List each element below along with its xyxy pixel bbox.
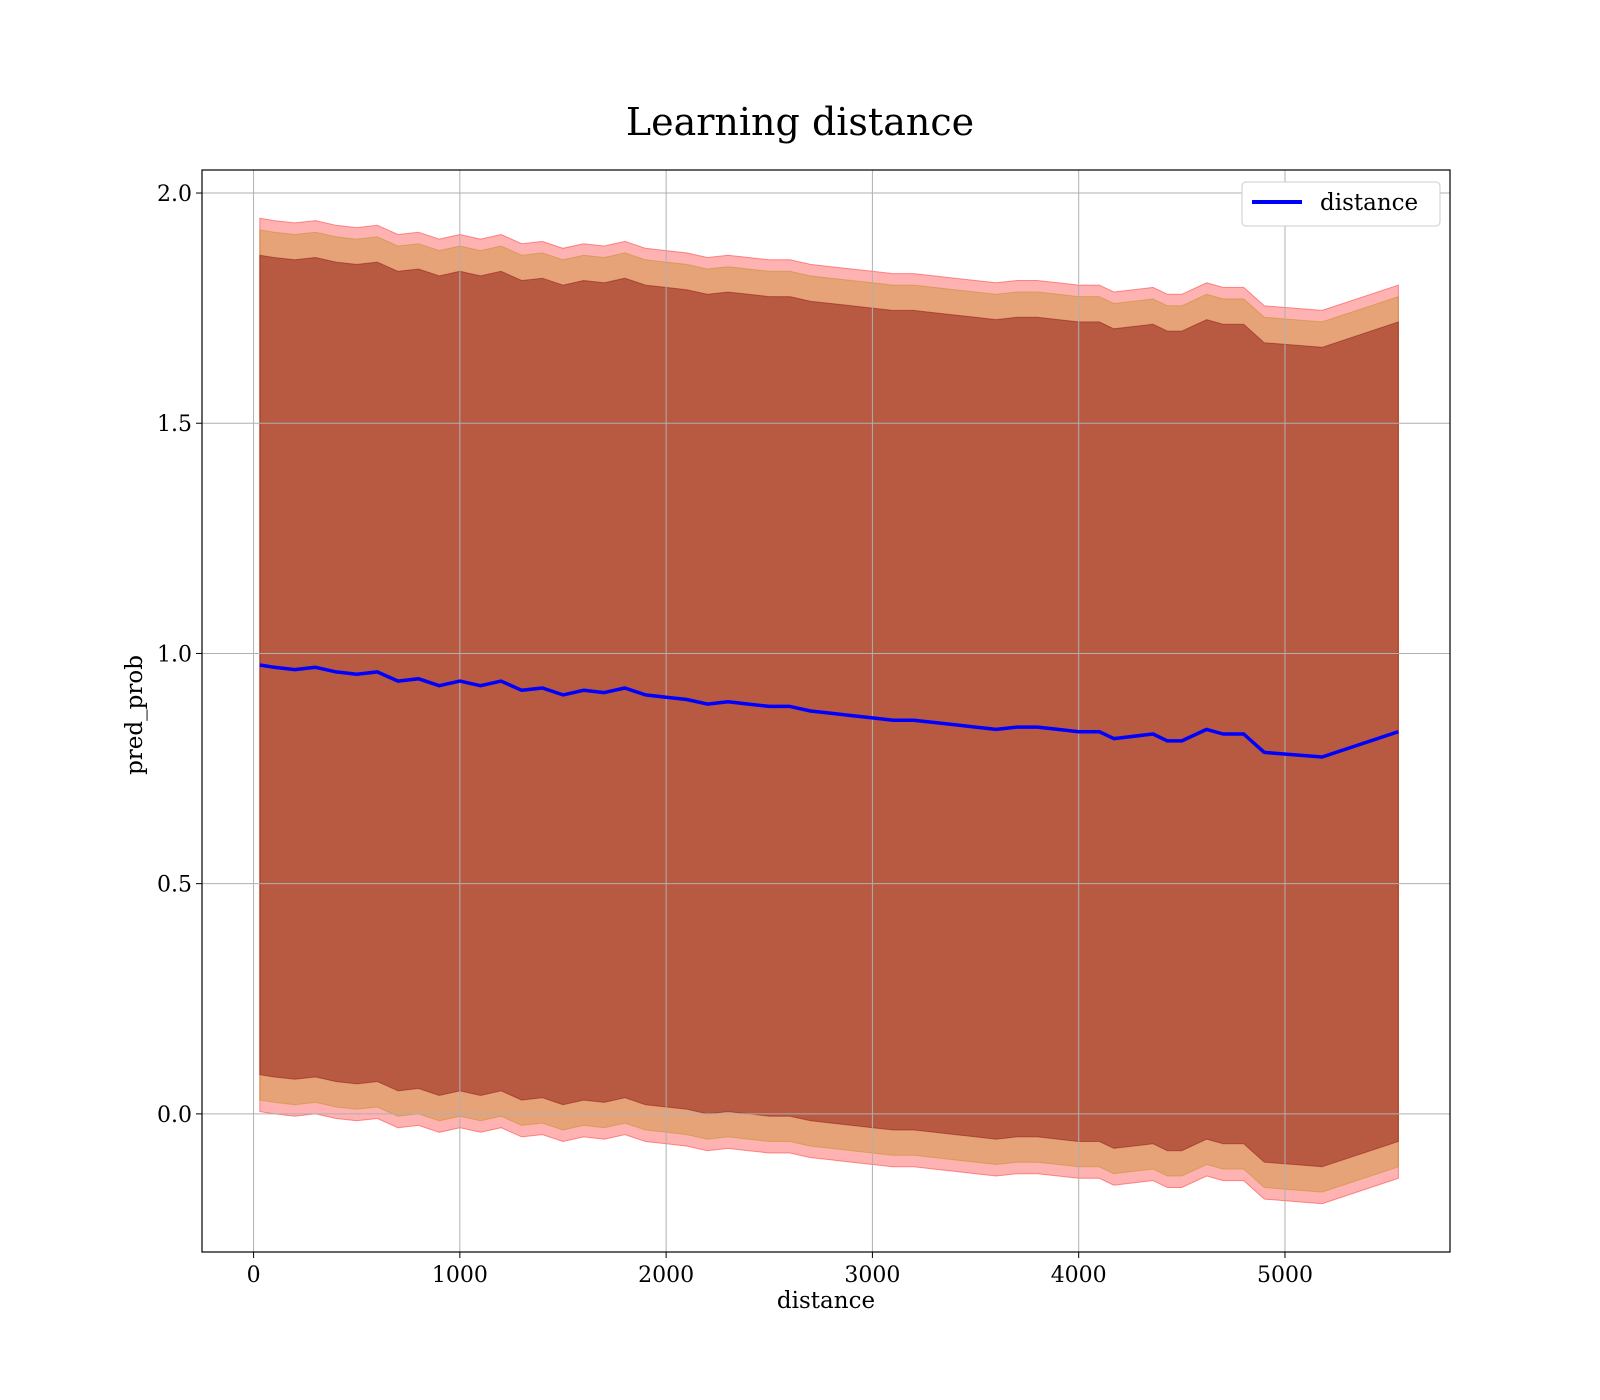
band-middle [259,229,1399,1193]
x-ticks: 0 1000 2000 3000 4000 5000 [247,1252,1313,1288]
legend-box [1241,181,1441,227]
grid-lines [202,170,1450,1252]
x-tick-label: 1000 [432,1263,488,1288]
x-tick-label: 0 [247,1263,261,1288]
x-tick-label: 5000 [1257,1263,1313,1288]
y-axis-label: pred_prob [122,655,148,775]
x-tick-label: 3000 [844,1263,900,1288]
y-tick-label: 0.5 [157,873,192,898]
confidence-bands [259,217,1399,1205]
band-outer [259,217,1399,1205]
series-line-distance [259,663,1399,759]
legend-label-distance: distance [1320,190,1418,216]
legend: distance [1241,181,1441,227]
x-tick-label: 4000 [1051,1263,1107,1288]
y-tick-label: 2.0 [157,182,192,207]
series-layer [259,663,1399,759]
y-tick-label: 0.0 [157,1103,192,1128]
plot-frame [201,169,1451,1253]
y-ticks: 0.0 0.5 1.0 1.5 2.0 [157,182,202,1128]
band-inner [259,254,1399,1168]
chart-title: Learning distance [625,100,975,144]
x-axis-label: distance [777,1288,875,1314]
x-tick-label: 2000 [638,1263,694,1288]
y-tick-label: 1.0 [157,642,192,667]
y-tick-label: 1.5 [157,412,192,437]
